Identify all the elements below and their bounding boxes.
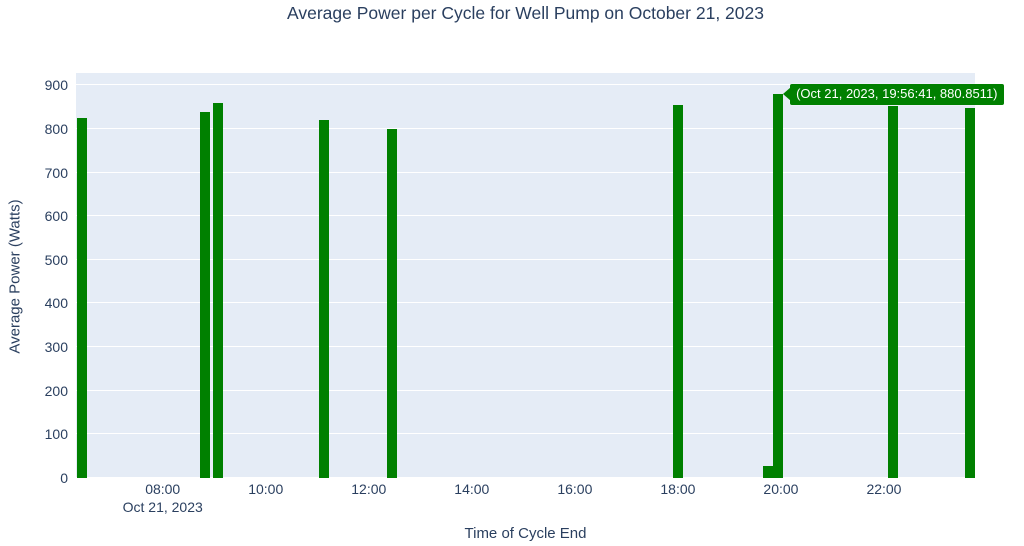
plot-area[interactable] <box>76 73 975 478</box>
bar-09:04:00[interactable] <box>212 102 223 478</box>
ytick-500: 500 <box>44 251 68 268</box>
tooltip-caret-icon <box>783 87 792 102</box>
gridline-y-700 <box>76 171 975 173</box>
gridline-y-300 <box>76 346 975 348</box>
gridline-y-400 <box>76 302 975 304</box>
tooltip-text: (Oct 21, 2023, 19:56:41, 880.8511) <box>796 85 998 101</box>
xtick-08:00: 08:00 <box>145 481 181 497</box>
xtick-20:00: 20:00 <box>763 481 799 497</box>
bar-08:49:00[interactable] <box>199 112 210 478</box>
xtick-12:00: 12:00 <box>351 481 387 497</box>
ytick-600: 600 <box>44 208 68 225</box>
bar-12:27:00[interactable] <box>386 128 397 478</box>
xtick-date-label: Oct 21, 2023 <box>122 499 203 515</box>
chart-title: Average Power per Cycle for Well Pump on… <box>287 3 764 23</box>
gridline-y-500 <box>76 258 975 260</box>
bar-06:26:00[interactable] <box>77 117 87 478</box>
ytick-0: 0 <box>60 470 68 486</box>
ytick-400: 400 <box>44 295 68 312</box>
xtick-14:00: 14:00 <box>454 481 490 497</box>
gridline-y-600 <box>76 215 975 217</box>
ytick-100: 100 <box>44 426 68 443</box>
bar-19:45:00[interactable] <box>763 465 774 478</box>
ytick-700: 700 <box>44 164 68 181</box>
ytick-300: 300 <box>44 339 68 356</box>
xtick-16:00: 16:00 <box>557 481 593 497</box>
bar-11:08:00[interactable] <box>319 120 330 478</box>
gridline-y-800 <box>76 127 975 129</box>
ytick-200: 200 <box>44 382 68 399</box>
x-axis-title: Time of Cycle End <box>464 525 587 542</box>
gridline-y-200 <box>76 389 975 391</box>
bar-22:10:00[interactable] <box>887 105 898 478</box>
gridline-y-900 <box>76 84 975 86</box>
bar-23:40:00[interactable] <box>964 108 975 478</box>
hover-tooltip: (Oct 21, 2023, 19:56:41, 880.8511) <box>783 83 1004 105</box>
bar-18:00:00[interactable] <box>672 104 683 478</box>
xtick-10:00: 10:00 <box>248 481 284 497</box>
bar-19:56:41[interactable] <box>773 93 784 478</box>
ytick-900: 900 <box>44 77 68 94</box>
gridline-y-100 <box>76 433 975 435</box>
gridline-y-0 <box>76 477 975 478</box>
xtick-18:00: 18:00 <box>660 481 696 497</box>
xtick-22:00: 22:00 <box>866 481 902 497</box>
ytick-800: 800 <box>44 120 68 137</box>
